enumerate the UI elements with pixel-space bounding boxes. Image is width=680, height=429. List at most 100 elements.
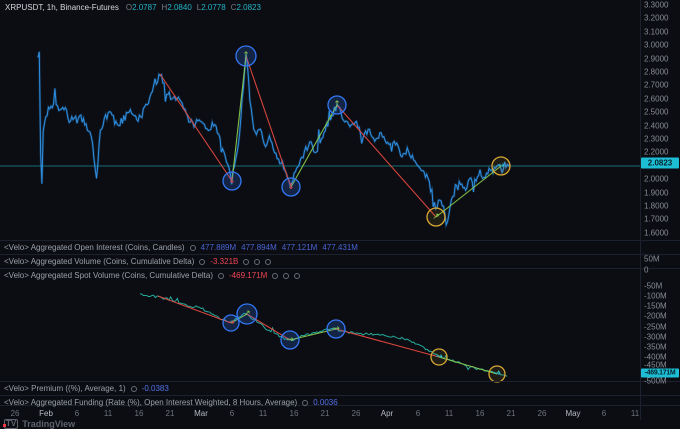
trend-segment-bottom <box>289 328 337 341</box>
ohlc-key: O <box>125 3 133 12</box>
ohlc-value: 2.0840 <box>167 3 192 12</box>
time-axis-label: 21 <box>165 409 175 418</box>
price-axis-label: 1.7000 <box>644 214 669 224</box>
pivot-arrow-icon: ↑ <box>333 100 341 110</box>
pivot-circle <box>491 156 511 176</box>
ohlc-pair: C2.0823 <box>231 3 261 12</box>
spot-cvd-series <box>139 293 508 377</box>
time-axis-label: 6 <box>229 409 235 418</box>
legend-value: -469.171M <box>229 271 268 280</box>
time-axis-label: 6 <box>74 409 80 418</box>
legend-menu-icon[interactable] <box>254 258 261 265</box>
time-axis-label: May <box>565 409 581 418</box>
price-axis-label: 2.6000 <box>644 94 669 104</box>
legend-value: 477.889M <box>200 243 237 252</box>
price-axis-label: 2.3000 <box>644 134 669 144</box>
legend-menu-icon[interactable] <box>283 272 290 279</box>
trend-segment <box>159 73 233 182</box>
ohlc-pair: L2.0778 <box>197 3 226 12</box>
eye-icon[interactable] <box>199 258 206 265</box>
time-axis-label: 26 <box>351 409 361 418</box>
legend-row-3: <Velo> Premium ((%), Average, 1) -0.0383 <box>4 382 169 395</box>
volume-axis-label: -100M <box>644 291 667 301</box>
legend-title[interactable]: <Velo> Premium ((%), Average, 1) <box>4 384 126 393</box>
price-axis-label: 2.5000 <box>644 107 669 117</box>
pivot-bottom-arrow-icon: → <box>332 324 340 334</box>
price-axis-label: 2.2000 <box>644 147 669 157</box>
legend-menu-icon[interactable] <box>294 272 301 279</box>
price-axis-border <box>640 0 641 420</box>
pivot-bottom-arrow-icon: → <box>286 335 294 345</box>
pivot-circle <box>426 207 446 227</box>
legend-title[interactable]: <Velo> Aggregated Volume (Coins, Cumulat… <box>4 257 195 266</box>
ohlc-pair: O2.0787 <box>126 3 157 12</box>
symbol-title[interactable]: XRPUSDT, 1h, Binance-Futures <box>5 3 119 12</box>
legend-row-4: <Velo> Aggregated Funding (Rate (%), Ope… <box>4 396 338 409</box>
pivot-circle <box>222 171 242 191</box>
tradingview-brand-label: TradingView <box>22 419 76 429</box>
time-axis-label: 21 <box>320 409 330 418</box>
legend-row-1: <Velo> Aggregated Volume (Coins, Cumulat… <box>4 255 272 268</box>
price-axis-label: 3.1000 <box>644 27 669 37</box>
legend-row-0: <Velo> Aggregated Open Interest (Coins, … <box>4 241 358 254</box>
ohlc-value: 2.0823 <box>236 3 261 12</box>
pivot-arrow-icon: ↓ <box>287 182 295 192</box>
eye-icon[interactable] <box>218 272 225 279</box>
pane-separator <box>0 405 680 406</box>
legend-value: 477.894M <box>241 243 277 252</box>
time-axis-label: Apr <box>380 409 394 418</box>
legend-menu-icon[interactable] <box>265 258 272 265</box>
price-axis-label: 2.8000 <box>644 67 669 77</box>
time-axis-label: 16 <box>475 409 485 418</box>
trend-segment <box>290 104 338 188</box>
legend-menu-icon[interactable] <box>272 272 279 279</box>
legend-value: 0.0036 <box>313 398 338 407</box>
eye-icon[interactable] <box>130 385 137 392</box>
price-axis-label: 2.0000 <box>644 174 669 184</box>
legend-title[interactable]: <Velo> Aggregated Open Interest (Coins, … <box>4 243 185 252</box>
time-axis-label: Mar <box>194 409 208 418</box>
legend-menu-icon[interactable] <box>243 258 250 265</box>
trend-segment-bottom <box>335 328 440 358</box>
volume-axis-label: -150M <box>644 301 667 311</box>
price-axis-label: 1.9000 <box>644 188 669 198</box>
time-axis-label: 16 <box>289 409 299 418</box>
legend-row-2: <Velo> Aggregated Spot Volume (Coins, Cu… <box>4 269 301 282</box>
ohlc-value: 2.0778 <box>201 3 226 12</box>
footer-brand[interactable]: TV TradingView <box>4 419 75 429</box>
volume-axis-label: -400M <box>644 352 667 362</box>
volume-axis-label: 50M <box>644 254 660 264</box>
legend-title[interactable]: <Velo> Aggregated Spot Volume (Coins, Cu… <box>4 271 214 280</box>
ohlc-values: O2.0787 H2.0840 L2.0778 C2.0823 <box>126 3 261 12</box>
volume-axis-label: -250M <box>644 322 667 332</box>
price-axis-label: 1.8000 <box>644 201 669 211</box>
ohlc-key: C <box>230 3 237 12</box>
legend-value: 477.121M <box>281 243 318 252</box>
price-axis-label: 2.4000 <box>644 121 669 131</box>
legend-title[interactable]: <Velo> Aggregated Funding (Rate (%), Ope… <box>4 398 298 407</box>
pivot-arrow-icon: ↓ <box>228 176 236 186</box>
pivot-circle <box>235 45 257 67</box>
price-axis-label: 1.6000 <box>644 228 669 238</box>
pane-separator <box>0 254 680 255</box>
legend-value: 477.431M <box>322 243 358 252</box>
pivot-bottom-circle <box>430 348 448 366</box>
eye-icon[interactable] <box>302 399 309 406</box>
ohlc-key: L <box>196 3 202 12</box>
time-axis-label: 11 <box>103 409 113 418</box>
volume-axis-label: -300M <box>644 332 667 342</box>
volume-axis-label: -350M <box>644 342 667 352</box>
symbol-bar[interactable]: XRPUSDT, 1h, Binance-Futures O2.0787 H2.0… <box>5 3 261 12</box>
eye-icon[interactable] <box>189 244 196 251</box>
trend-segment <box>245 55 292 188</box>
pivot-bottom-circle <box>488 365 506 383</box>
volume-axis-label: -50M <box>644 281 663 291</box>
price-axis-label: 2.7000 <box>644 80 669 90</box>
volume-axis-label: 0 <box>644 265 649 275</box>
pivot-bottom-arrow-icon: → <box>435 352 443 362</box>
price-axis-label: 2.9000 <box>644 54 669 64</box>
pivot-circle <box>281 177 301 197</box>
price-series <box>37 51 511 227</box>
